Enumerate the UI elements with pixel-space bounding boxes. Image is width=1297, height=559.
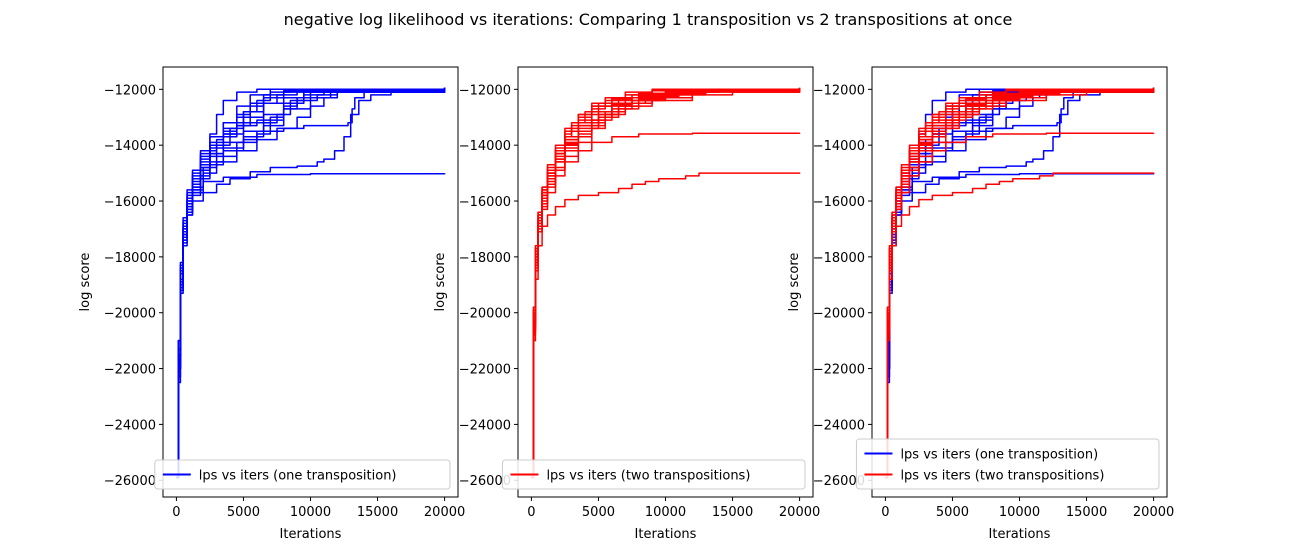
y-axis-label: log score	[433, 253, 448, 312]
legend: lps vs iters (two transpositions)	[501, 459, 806, 490]
legend-box	[501, 459, 806, 490]
x-axis-label: Iterations	[280, 527, 342, 542]
series-line-run	[176, 172, 446, 479]
y-tick-label: −14000	[104, 139, 156, 154]
axes-frame	[517, 66, 814, 498]
y-tick-label: −26000	[104, 474, 156, 489]
y-tick-label: −22000	[459, 363, 511, 378]
x-tick-label: 0	[881, 505, 889, 520]
y-tick-label: −16000	[104, 195, 156, 210]
series-line-run	[176, 87, 446, 479]
subplot-two-transpositions: 0 5000 10000 15000 20000 −26000 −24000 −22000 −2…	[433, 66, 820, 542]
x-tick-label: 20000	[1133, 505, 1174, 520]
y-tick-label: −20000	[813, 307, 865, 322]
series-line-run	[885, 87, 1155, 479]
x-tick-label: 20000	[779, 505, 820, 520]
series-line-run	[531, 87, 801, 479]
y-tick-label: −12000	[813, 83, 865, 98]
series-line-run	[531, 87, 801, 479]
series-line-run	[531, 88, 801, 479]
y-axis-label: log score	[787, 253, 802, 312]
y-tick-label: −16000	[813, 195, 865, 210]
x-tick-label: 5000	[582, 505, 615, 520]
axes-frame	[162, 66, 459, 498]
y-tick-label: −18000	[104, 251, 156, 266]
series-line-run	[531, 88, 801, 479]
series-line-run	[531, 87, 801, 479]
x-tick-label: 10000	[645, 505, 686, 520]
x-tick-label: 0	[172, 505, 180, 520]
y-tick-label: −24000	[459, 418, 511, 433]
series-line-run	[176, 87, 446, 479]
legend: lps vs iters (one transposition)	[154, 459, 451, 490]
figure-suptitle: negative log likelihood vs iterations: C…	[284, 10, 1013, 29]
y-tick-label: −24000	[813, 418, 865, 433]
legend: lps vs iters (one transposition) lps vs i…	[855, 438, 1160, 490]
series-line-run	[531, 87, 801, 479]
x-tick-label: 10000	[999, 505, 1040, 520]
legend-box	[154, 459, 451, 490]
x-axis-label: Iterations	[635, 527, 697, 542]
legend-entry: lps vs iters (two transpositions)	[900, 469, 1104, 484]
y-axis-label: log score	[78, 253, 93, 312]
series-line-run	[531, 91, 801, 479]
series-line-run	[531, 172, 801, 479]
subplot-comparison: 0 5000 10000 15000 20000 −26000 −24000 −22000 −2…	[787, 66, 1174, 542]
legend-entry: lps vs iters (two transpositions)	[546, 469, 750, 484]
legend-entry: lps vs iters (one transposition)	[900, 448, 1098, 463]
legend-box	[855, 438, 1160, 490]
y-tick-label: −22000	[104, 363, 156, 378]
series-1	[885, 87, 1155, 479]
series-line-run	[885, 87, 1155, 479]
y-tick-label: −12000	[104, 83, 156, 98]
y-tick-label: −14000	[459, 139, 511, 154]
y-tick-label: −22000	[813, 363, 865, 378]
x-tick-label: 5000	[936, 505, 969, 520]
series-line-run	[176, 87, 446, 479]
series-line-run	[885, 172, 1155, 479]
x-tick-label: 15000	[357, 505, 398, 520]
x-tick-label: 10000	[290, 505, 331, 520]
y-tick-label: −18000	[459, 251, 511, 266]
series-line-run	[531, 88, 801, 479]
legend-entry: lps vs iters (one transposition)	[199, 469, 397, 484]
y-tick-label: −20000	[104, 307, 156, 322]
series-line-run	[531, 132, 801, 479]
y-tick-label: −24000	[104, 418, 156, 433]
y-tick-label: −14000	[813, 139, 865, 154]
y-tick-label: −26000	[813, 474, 865, 489]
x-tick-label: 15000	[1066, 505, 1107, 520]
x-axis-label: Iterations	[989, 527, 1051, 542]
x-tick-label: 15000	[712, 505, 753, 520]
series-line-run	[531, 88, 801, 479]
series-line-run	[885, 89, 1155, 479]
series-0	[531, 87, 801, 479]
y-tick-label: −18000	[813, 251, 865, 266]
series-line-run	[531, 89, 801, 479]
series-0	[885, 87, 1155, 479]
y-tick-label: −12000	[459, 83, 511, 98]
y-tick-label: −26000	[459, 474, 511, 489]
x-tick-label: 20000	[424, 505, 465, 520]
subplot-one-transposition: 0 5000 10000 15000 20000 −26000 −24000 −22000 −2…	[78, 66, 465, 542]
series-line-run	[885, 172, 1155, 479]
series-line-run	[531, 88, 801, 479]
y-tick-label: −16000	[459, 195, 511, 210]
x-tick-label: 5000	[227, 505, 260, 520]
series-0	[176, 87, 446, 479]
y-tick-label: −20000	[459, 307, 511, 322]
x-tick-label: 0	[527, 505, 535, 520]
axes-frame	[871, 66, 1168, 498]
series-line-run	[885, 88, 1155, 479]
